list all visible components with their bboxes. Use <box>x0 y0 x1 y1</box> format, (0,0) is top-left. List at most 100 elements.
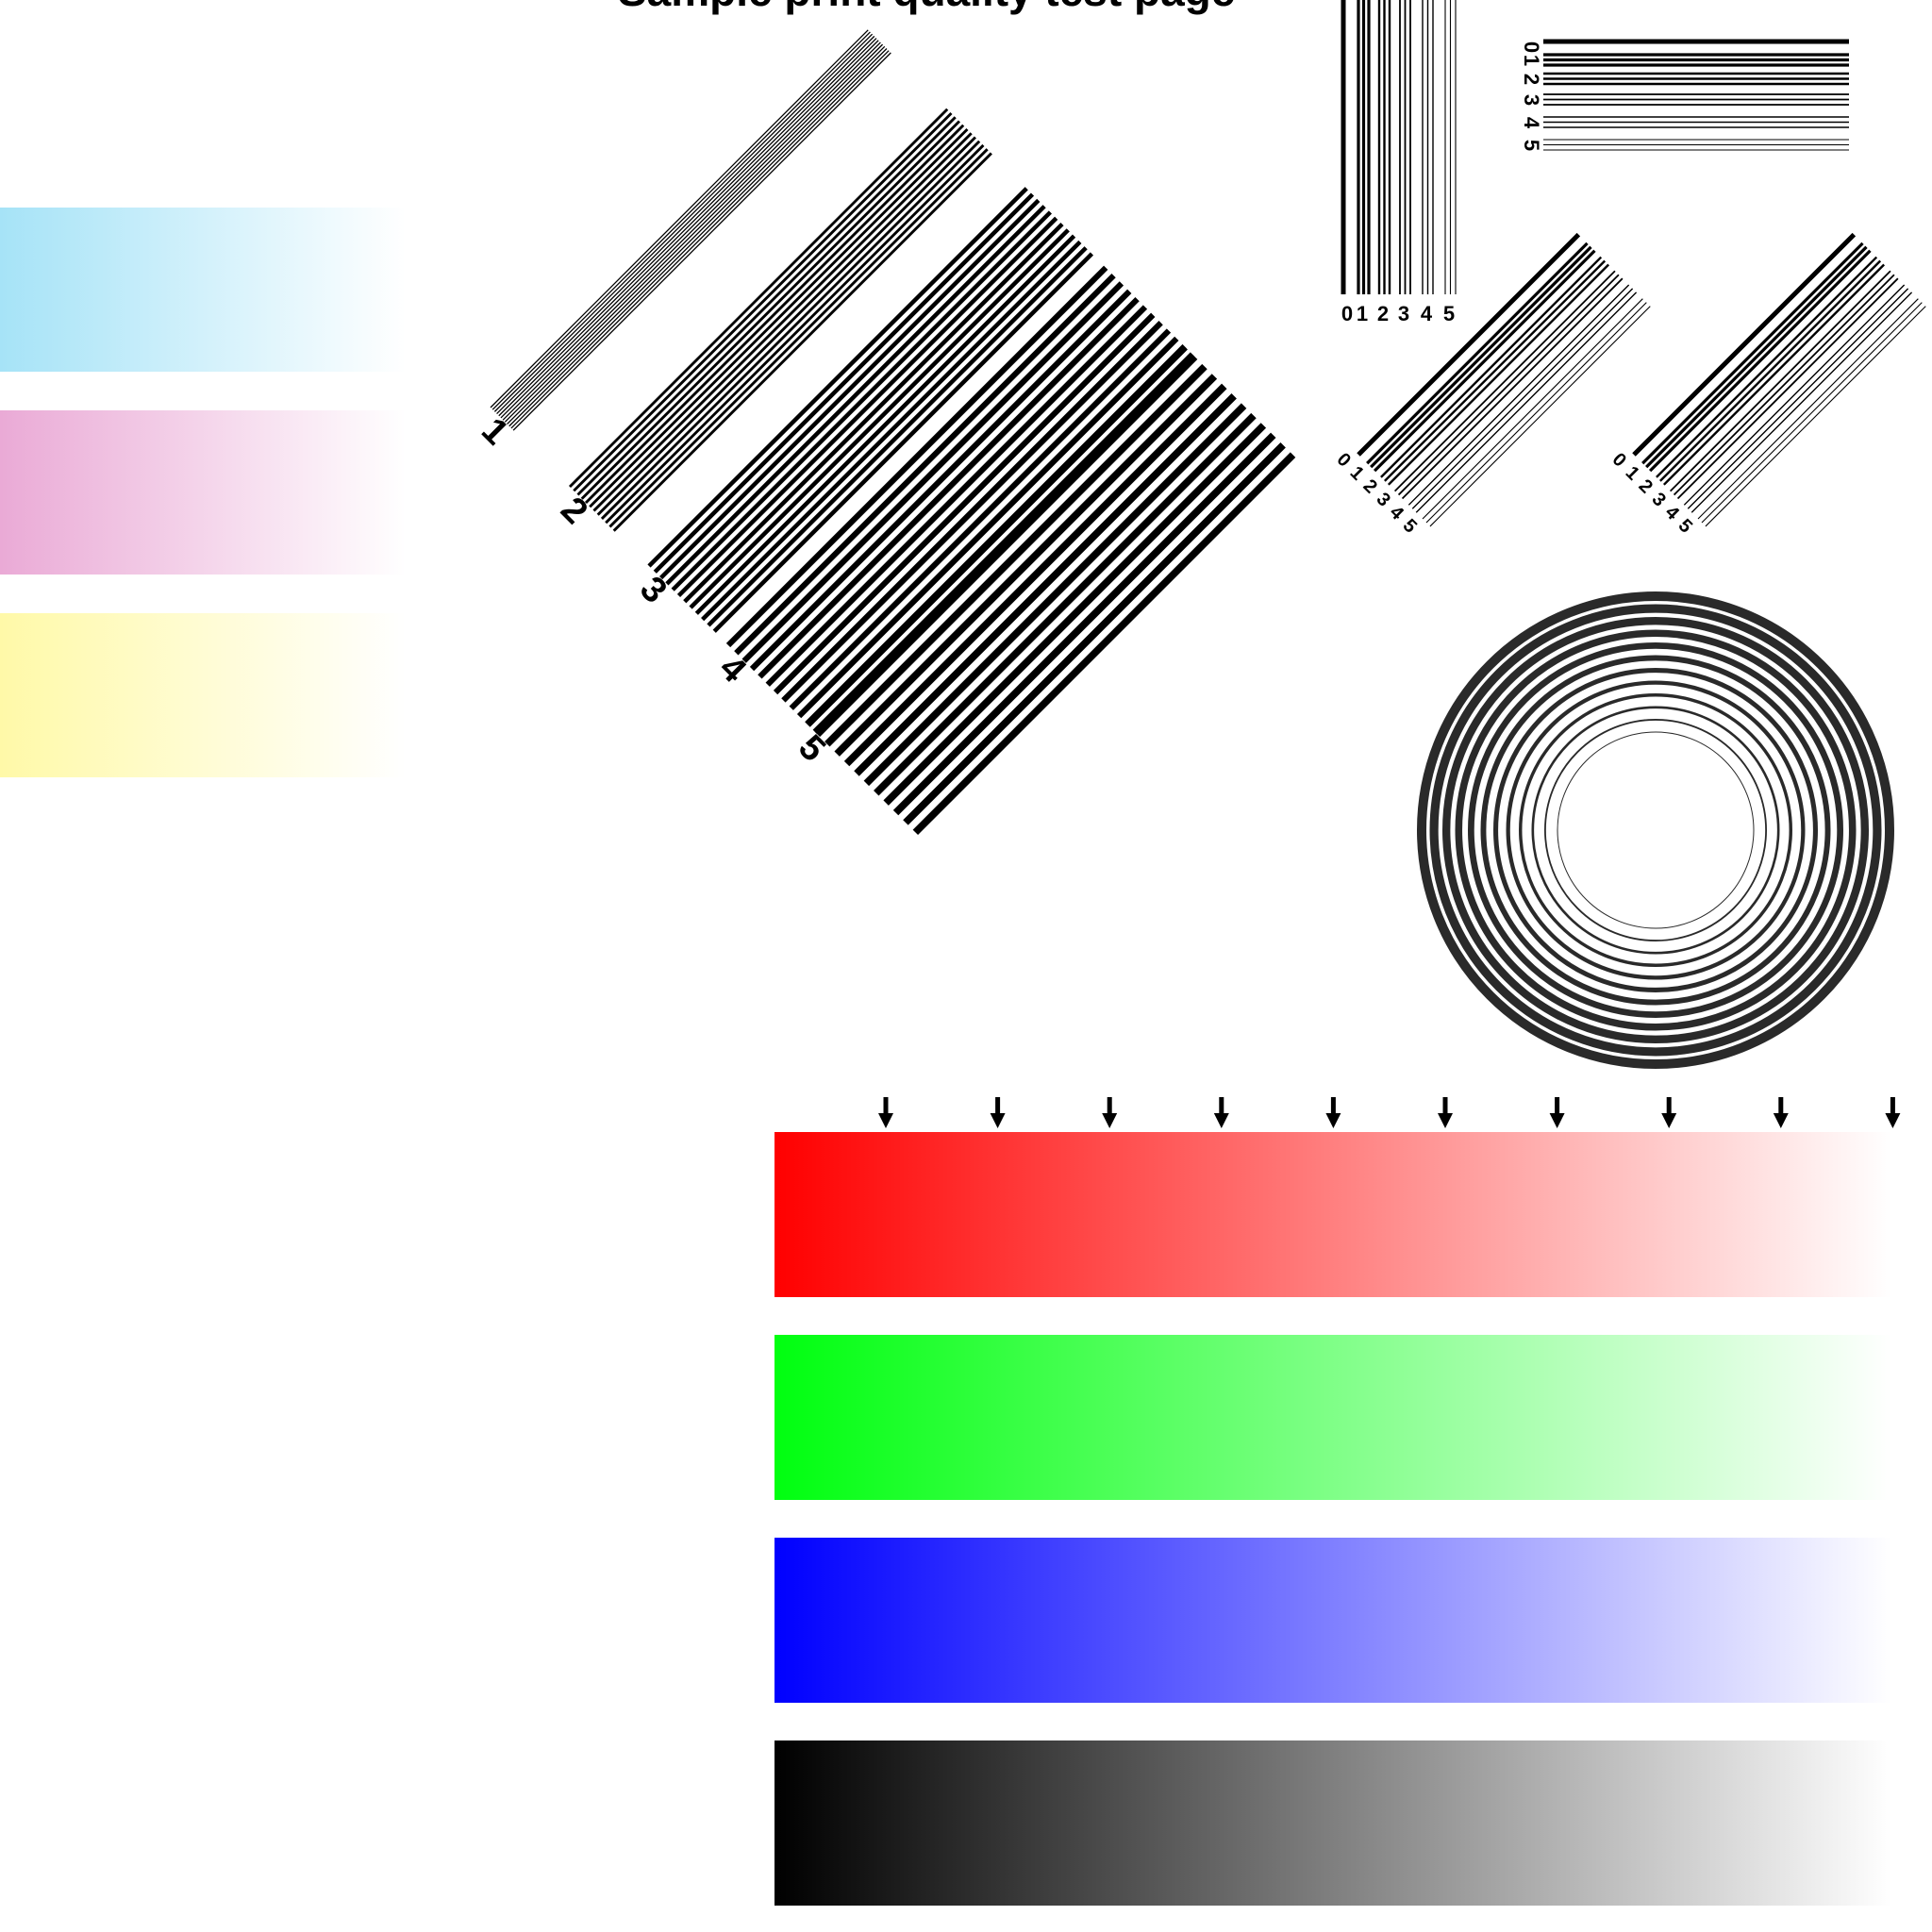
diagonal-line <box>508 48 888 427</box>
diagonal-line <box>653 192 1035 574</box>
small-diagonal-line <box>1648 249 1872 473</box>
ring <box>1442 617 1870 1043</box>
small-diagonal-line <box>1380 256 1603 478</box>
small-diagonal-line <box>1669 270 1891 492</box>
small-diagonal-line <box>1645 245 1868 469</box>
small-diagonal-line <box>1401 277 1624 500</box>
diagonal-line <box>689 228 1070 609</box>
diagonal-line <box>824 363 1208 747</box>
horizontal-tick-label: 1 <box>1520 55 1543 66</box>
diagonal-line <box>493 33 874 412</box>
ring <box>1492 668 1818 993</box>
diagonal-line <box>671 210 1052 591</box>
diagonal-line <box>496 35 875 415</box>
diagonal-line <box>863 403 1247 787</box>
horizontal-tick-label: 0 <box>1520 42 1543 53</box>
diagonal-line <box>741 281 1124 663</box>
ring <box>1429 604 1882 1057</box>
vertical-tick-label: 4 <box>1421 302 1433 325</box>
small-diagonal-line <box>1366 242 1589 465</box>
diagonal-line <box>773 312 1156 695</box>
diagonal-line <box>647 187 1028 568</box>
diagonal-line <box>892 432 1276 816</box>
diagonal-line <box>781 321 1163 703</box>
arrow-marker-head <box>1213 1113 1229 1128</box>
diagonal-line <box>573 111 953 492</box>
small-diagonal-tick-label: 0 <box>1333 449 1355 471</box>
diagonal-group-label: 2 <box>553 490 595 532</box>
small-diagonal-line <box>1425 302 1647 524</box>
diagonal-line <box>789 328 1172 710</box>
ring <box>1480 655 1831 1006</box>
arrow-marker-head <box>1102 1113 1118 1128</box>
small-diagonal-line <box>1422 298 1643 520</box>
small-diagonal-line <box>1641 242 1864 465</box>
diagonal-line <box>683 222 1064 604</box>
small-diagonal-tick-label: 5 <box>1399 515 1421 537</box>
diagonal-line <box>608 148 989 528</box>
arrow-marker-shaft <box>1890 1097 1895 1116</box>
diagonal-group-label: 3 <box>632 569 675 611</box>
small-diagonal-tick-label: 2 <box>1635 475 1657 497</box>
small-diagonal-line <box>1397 274 1620 496</box>
yellow-gradient-swatch <box>0 613 406 777</box>
diagonal-line <box>854 393 1237 776</box>
diagonal-line <box>589 127 969 508</box>
horizontal-tick-label: 2 <box>1520 74 1543 85</box>
small-diagonal-line <box>1370 245 1592 469</box>
blue-gradient-bar <box>774 1538 1892 1703</box>
black-gradient-bar <box>774 1740 1892 1906</box>
diagonal-line <box>568 108 949 489</box>
small-diagonal-line <box>1676 277 1899 500</box>
ring <box>1557 731 1755 929</box>
horizontal-line-test: 0 1 2 3 4 5 <box>1520 39 1849 151</box>
arrow-markers <box>878 1097 1901 1128</box>
small-diagonal-tick-label: 5 <box>1674 515 1696 537</box>
diagonal-line <box>694 234 1076 615</box>
arrow-marker-shaft <box>1330 1097 1336 1116</box>
diagonal-line <box>612 152 992 532</box>
diagonal-line <box>725 265 1108 648</box>
diagonal-line <box>490 29 869 408</box>
small-diagonal-tick-label: 4 <box>1386 502 1408 525</box>
small-diagonal-tick-label: 3 <box>1648 489 1670 510</box>
small-diagonal-line <box>1705 306 1926 527</box>
small-diagonal-line <box>1429 306 1651 527</box>
diagonal-line <box>584 124 965 504</box>
small-diagonal-line <box>1387 263 1610 486</box>
ring <box>1519 693 1793 968</box>
arrow-marker-shaft <box>1666 1097 1672 1116</box>
small-diagonal-line <box>1673 274 1895 496</box>
small-diagonal-tick-label: 2 <box>1359 475 1381 497</box>
diagonal-line <box>596 136 976 516</box>
small-diagonal-line <box>1690 291 1913 513</box>
vertical-tick-label: 3 <box>1398 302 1409 325</box>
small-diagonal-line <box>1687 288 1909 509</box>
small-diagonal-line <box>1656 256 1878 478</box>
horizontal-tick-label: 5 <box>1520 140 1543 151</box>
diagonal-line <box>592 132 973 512</box>
small-diagonal-tick-label: 0 <box>1608 449 1630 471</box>
diagonal-line <box>580 120 960 500</box>
diagonal-line <box>605 143 985 525</box>
diagonal-line <box>701 240 1082 622</box>
ring <box>1417 591 1894 1069</box>
arrow-marker-shaft <box>1442 1097 1448 1116</box>
ring <box>1455 629 1857 1031</box>
vertical-tick-label: 2 <box>1377 302 1389 325</box>
diagonal-line <box>502 42 881 421</box>
small-diagonal-line <box>1407 284 1630 506</box>
small-diagonal-line <box>1683 284 1906 506</box>
arrow-marker-head <box>990 1113 1006 1128</box>
arrow-marker-shaft <box>1555 1097 1560 1116</box>
arrow-marker-shaft <box>1778 1097 1784 1116</box>
small-diagonal-line <box>1632 232 1857 457</box>
diagonal-line <box>510 50 890 429</box>
horizontal-tick-label: 3 <box>1520 94 1543 106</box>
small-diagonal-line <box>1415 291 1638 513</box>
small-diagonal-line <box>1701 302 1923 524</box>
diagonal-group-label: 5 <box>791 727 833 770</box>
